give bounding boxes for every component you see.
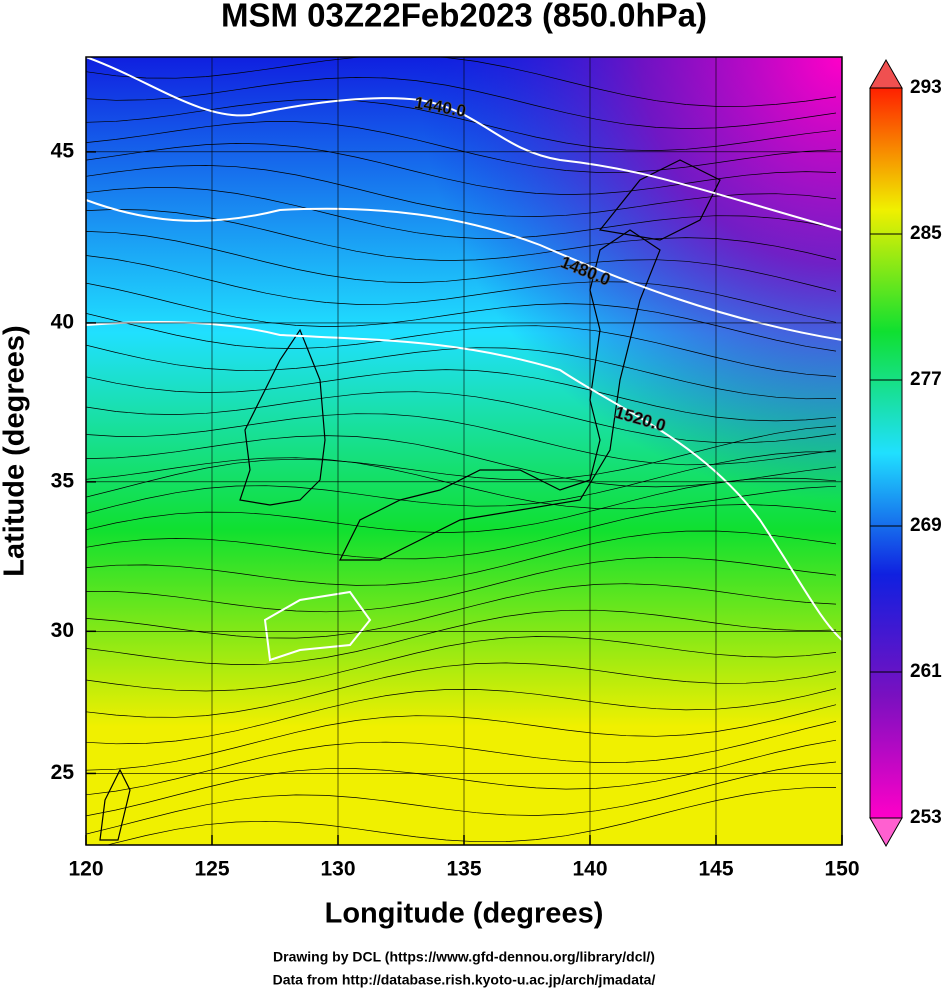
streamline (86, 721, 837, 796)
x-tick-label: 120 (68, 858, 103, 881)
contours (86, 57, 842, 662)
x-tick-label: 140 (572, 858, 607, 881)
x-tick-label: 145 (698, 858, 733, 881)
streamline (86, 688, 837, 745)
axes: 120 125 130 135 140 145 150 25 30 35 40 45 (51, 139, 860, 880)
streamline (86, 143, 837, 195)
x-tick-label: 130 (320, 858, 355, 881)
colorbar-tick-label: 285 (910, 223, 942, 244)
streamline (86, 121, 837, 173)
colorbar-tick-label: 293 (910, 77, 942, 98)
streamline (86, 369, 837, 422)
streamline (86, 609, 837, 665)
streamline (86, 187, 837, 239)
x-tick-label: 135 (446, 858, 481, 881)
credit: Data from http://database.rish.kyoto-u.a… (273, 972, 656, 988)
x-tick-label: 150 (824, 858, 859, 881)
streamline (86, 662, 837, 718)
x-tick-label: 125 (194, 858, 229, 881)
streamline (86, 504, 837, 560)
streamline (86, 425, 837, 498)
streamline (86, 556, 837, 613)
streamline (86, 165, 837, 217)
y-tick-label: 35 (51, 469, 75, 492)
title: MSM 03Z22Feb2023 (850.0hPa) (221, 0, 707, 34)
streamline (86, 255, 837, 323)
colorbar-tick-label: 277 (910, 369, 942, 390)
streamlines (86, 57, 837, 845)
colorbar-max (869, 58, 903, 89)
streamline (86, 583, 837, 639)
y-tick-label: 30 (51, 619, 74, 642)
x-axis-label: Longitude (degrees) (325, 898, 604, 930)
streamline (106, 787, 837, 845)
streamline (86, 435, 837, 488)
streamline (86, 344, 837, 400)
colorbar: 253 261 269 277 285 293 (869, 58, 942, 848)
y-axis-label: Latitude (degrees) (0, 325, 31, 576)
streamline (86, 704, 837, 771)
streamline (86, 636, 837, 692)
colorbar-tick-label: 269 (910, 515, 942, 536)
streamline (86, 739, 837, 817)
colorbar-tick-label: 253 (910, 807, 942, 828)
y-tick-label: 40 (51, 310, 74, 333)
colorbar-min (869, 817, 903, 848)
grid (86, 57, 842, 845)
y-tick-label: 25 (51, 761, 75, 784)
streamline (86, 477, 837, 533)
streamline (86, 77, 837, 129)
streamline (86, 313, 837, 377)
streamline (86, 391, 837, 444)
streamline (86, 209, 837, 261)
credit: Drawing by DCL (https://www.gfd-dennou.o… (273, 949, 655, 965)
streamline (86, 99, 837, 151)
y-tick-label: 45 (51, 139, 75, 162)
streamline (86, 231, 837, 292)
colorbar-fill (869, 87, 903, 819)
colorbar-tick-label: 261 (910, 661, 942, 682)
streamline (86, 530, 837, 586)
coastlines (99, 159, 721, 841)
streamline (86, 761, 837, 835)
streamline (86, 451, 837, 514)
